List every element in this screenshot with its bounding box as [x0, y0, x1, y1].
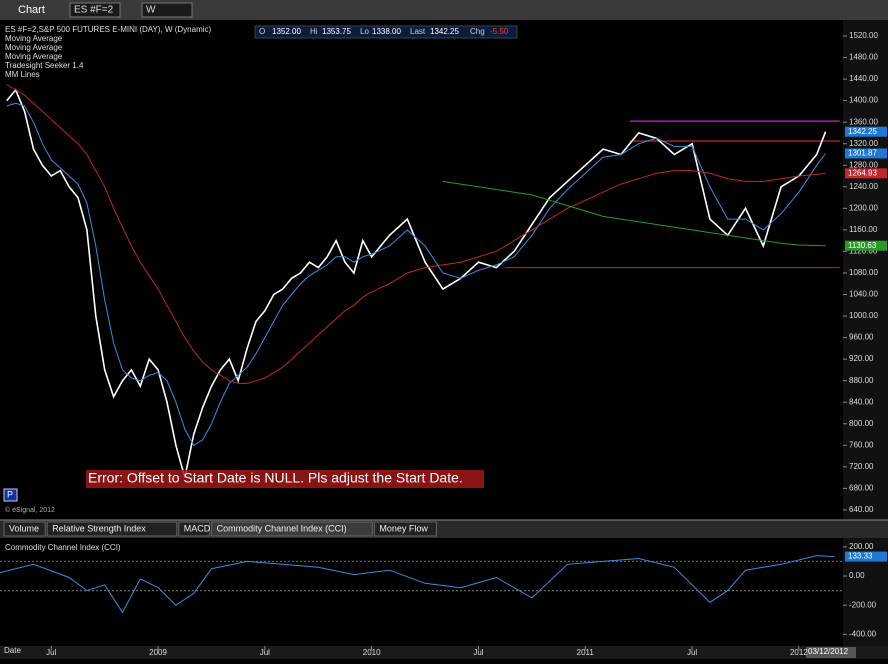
y-tick-label: 1360.00: [849, 117, 878, 126]
tab[interactable]: [373, 521, 437, 537]
price-tag: [845, 148, 887, 159]
y-tick-label: 0.00: [849, 571, 865, 580]
quote-last-label: Last: [410, 27, 426, 36]
y-tick-label: 1040.00: [849, 290, 878, 299]
x-tick-label: Jul: [473, 648, 483, 657]
legend-entry: Moving Average: [5, 52, 63, 61]
y-tick-label: 1160.00: [849, 225, 878, 234]
y-tick-label: 720.00: [849, 462, 874, 471]
series-line: [0, 555, 835, 614]
toolbar: [0, 0, 888, 20]
x-tick-label: Jul: [260, 648, 270, 657]
quote-hi-label: Hi: [310, 27, 318, 36]
tab-label[interactable]: Volume: [9, 523, 39, 533]
legend-entry: Moving Average: [5, 43, 63, 52]
panel-title: ES #F=2,S&P 500 FUTURES E-MINI (DAY), W …: [5, 25, 212, 34]
y-tick-label: 1080.00: [849, 268, 878, 277]
series-line: [442, 180, 826, 247]
legend-entry: Moving Average: [5, 34, 63, 43]
y-tick-label: 1240.00: [849, 182, 878, 191]
tab-label[interactable]: Money Flow: [379, 523, 428, 533]
price-axis: [843, 20, 888, 520]
window-title: Chart: [18, 4, 45, 16]
tab[interactable]: [3, 521, 46, 537]
y-tick-label: 1400.00: [849, 96, 878, 105]
y-tick-label: 640.00: [849, 505, 874, 514]
price-tag: [845, 240, 887, 251]
time-axis: [0, 646, 888, 659]
study-label: MM Lines: [5, 70, 40, 79]
y-tick-label: 1320.00: [849, 139, 878, 148]
y-tick-label: 1280.00: [849, 160, 878, 169]
quote-lo: 1338.00: [372, 27, 401, 36]
price-tag-label: 1130.63: [848, 241, 877, 250]
price-tag: [845, 168, 887, 179]
interval[interactable]: W: [146, 5, 156, 16]
x-tick-label: 2011: [577, 648, 595, 657]
y-tick-label: 840.00: [849, 397, 874, 406]
price-tag: [845, 551, 887, 562]
x-tick-label: Jul: [687, 648, 697, 657]
quote-chg-label: Chg: [470, 27, 485, 36]
y-tick-label: 1120.00: [849, 247, 878, 256]
price-tag-label: 1301.87: [848, 149, 877, 158]
date-label: Date: [4, 646, 21, 655]
y-tick-label: 200.00: [849, 542, 874, 551]
quote-last: 1342.25: [430, 27, 459, 36]
quote-chg: -5.50: [490, 27, 509, 36]
series-line: [6, 84, 826, 384]
y-tick-label: 1000.00: [849, 311, 878, 320]
interval-box[interactable]: [141, 2, 193, 18]
cursor-date: 03/12/2012: [808, 647, 849, 656]
x-tick-label: 2010: [363, 648, 381, 657]
copyright: © eSignal, 2012: [5, 506, 55, 514]
tab-label[interactable]: MACD: [184, 523, 211, 533]
tab[interactable]: [178, 521, 211, 537]
price-tag-label: 133.33: [848, 552, 873, 561]
x-tick-label: 2012: [790, 648, 808, 657]
series-line: [6, 102, 826, 446]
error-message: Error: Offset to Start Date is NULL. Pls…: [88, 470, 463, 486]
tab[interactable]: [46, 521, 178, 537]
quote-lo-label: Lo: [360, 27, 369, 36]
study-label: Tradesight Seeker 1.4: [5, 61, 84, 70]
tab-label[interactable]: Relative Strength Index: [52, 523, 146, 533]
quote-o-label: O: [259, 27, 265, 36]
tab[interactable]: [211, 521, 373, 537]
y-tick-label: 1200.00: [849, 203, 878, 212]
y-tick-label: -200.00: [849, 600, 877, 609]
price-tag: [845, 126, 887, 137]
x-tick-label: Jul: [46, 648, 56, 657]
quote-box: [254, 25, 518, 39]
p-button[interactable]: [3, 488, 18, 502]
y-tick-label: 1520.00: [849, 31, 878, 40]
y-tick-label: -400.00: [849, 629, 877, 638]
y-tick-label: 960.00: [849, 333, 874, 342]
symbol-box[interactable]: [69, 2, 121, 18]
panel-title: Commodity Channel Index (CCI): [5, 543, 121, 552]
p-label[interactable]: P: [7, 489, 13, 499]
tab-label[interactable]: Commodity Channel Index (CCI): [217, 523, 347, 533]
error-box: [86, 470, 484, 488]
y-tick-label: 880.00: [849, 376, 874, 385]
y-tick-label: 1480.00: [849, 53, 878, 62]
price-tag-label: 1342.25: [848, 127, 877, 136]
quote-o: 1352.00: [272, 27, 301, 36]
series-line: [6, 88, 827, 478]
quote-hi: 1353.75: [322, 27, 351, 36]
symbol[interactable]: ES #F=2: [74, 5, 114, 16]
y-tick-label: 760.00: [849, 440, 874, 449]
cursor-date-box: [806, 647, 856, 658]
x-tick-label: 2009: [149, 648, 167, 657]
y-tick-label: 800.00: [849, 419, 874, 428]
y-tick-label: 680.00: [849, 483, 874, 492]
y-tick-label: 920.00: [849, 354, 874, 363]
y-tick-label: 1440.00: [849, 74, 878, 83]
price-tag-label: 1264.93: [848, 168, 877, 177]
